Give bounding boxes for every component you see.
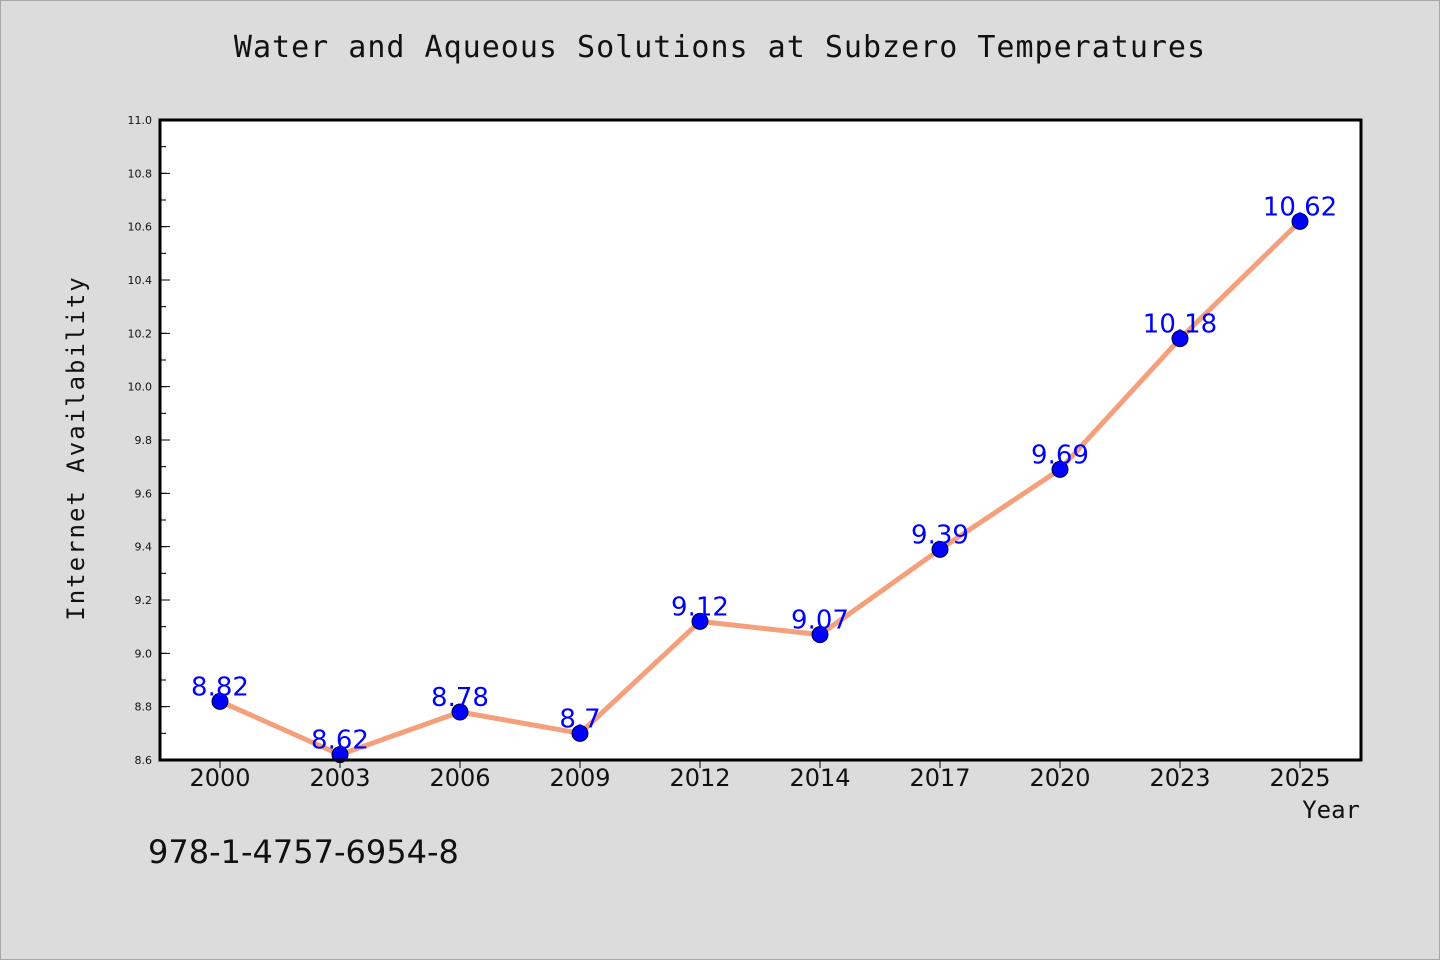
data-label: 9.12 [671, 592, 729, 622]
data-label: 8.82 [191, 672, 249, 702]
x-tick-label: 2025 [1269, 764, 1330, 792]
y-tick-label: 10.4 [128, 274, 153, 287]
data-point [931, 540, 949, 558]
x-tick-label: 2003 [309, 764, 370, 792]
x-tick-label: 2012 [669, 764, 730, 792]
data-label: 8.62 [311, 726, 369, 756]
data-label: 9.69 [1031, 440, 1089, 470]
data-point [1291, 212, 1309, 230]
y-tick-label: 10.6 [128, 221, 153, 234]
x-tick-label: 2006 [429, 764, 490, 792]
data-point [211, 692, 229, 710]
data-point [571, 724, 589, 742]
data-label: 8.7 [559, 704, 600, 734]
y-tick-label: 9.4 [135, 541, 153, 554]
x-tick-label: 2020 [1029, 764, 1090, 792]
x-tick-label: 2000 [189, 764, 250, 792]
y-tick-label: 10.2 [128, 327, 153, 340]
data-label: 8.78 [431, 683, 489, 713]
data-label: 10.18 [1143, 310, 1217, 340]
y-tick-label: 9.6 [135, 487, 153, 500]
data-point [451, 703, 469, 721]
y-tick-label: 9.2 [135, 594, 153, 607]
y-tick-label: 10.0 [128, 381, 153, 394]
data-point [691, 612, 709, 630]
data-point [1051, 460, 1069, 478]
data-point [1171, 330, 1189, 348]
chart-title: Water and Aqueous Solutions at Subzero T… [233, 30, 1207, 65]
y-tick-label: 9.8 [135, 434, 153, 447]
x-axis-label: Year [1302, 796, 1360, 824]
data-label: 9.07 [791, 606, 849, 636]
data-label: 9.39 [911, 520, 969, 550]
plot-border [158, 118, 1363, 762]
y-tick-label: 11.0 [128, 114, 153, 127]
y-tick-label: 8.8 [135, 701, 153, 714]
x-tick-label: 2009 [549, 764, 610, 792]
isbn-text: 978-1-4757-6954-8 [148, 833, 459, 871]
data-label: 10.62 [1263, 192, 1337, 222]
data-point [811, 626, 829, 644]
x-tick-label: 2014 [789, 764, 850, 792]
series-line [217, 218, 1303, 758]
y-tick-label: 10.8 [128, 167, 153, 180]
plot-area [160, 120, 1361, 760]
y-tick-label: 8.6 [135, 754, 153, 767]
x-tick-label: 2023 [1149, 764, 1210, 792]
y-tick-label: 9.0 [135, 647, 153, 660]
x-tick-label: 2017 [909, 764, 970, 792]
